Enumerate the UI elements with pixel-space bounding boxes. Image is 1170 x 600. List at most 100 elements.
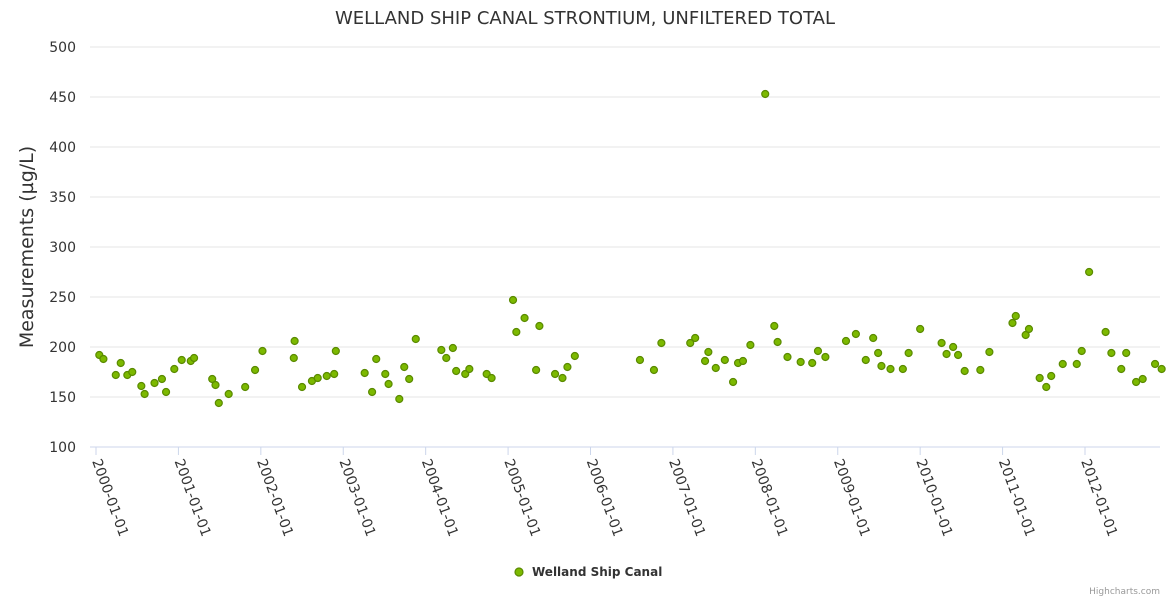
data-point[interactable] [437,345,446,355]
data-point[interactable] [532,365,541,375]
data-point[interactable] [1107,348,1116,358]
data-point[interactable] [140,389,149,399]
data-point[interactable] [773,337,782,347]
data-point[interactable] [861,355,870,365]
data-point[interactable] [330,369,339,379]
data-point[interactable] [1150,359,1160,369]
data-point[interactable] [746,340,755,350]
legend[interactable]: Welland Ship Canal [514,565,662,579]
data-point[interactable] [1011,311,1020,321]
data-point[interactable] [322,371,331,381]
data-point[interactable] [331,346,340,356]
data-point[interactable] [704,347,713,357]
data-point[interactable] [384,379,393,389]
data-point[interactable] [189,353,199,363]
data-point[interactable] [395,394,404,404]
data-point[interactable] [874,348,883,358]
data-point[interactable] [851,329,860,339]
data-point[interactable] [985,347,994,357]
data-point[interactable] [150,378,159,388]
data-point[interactable] [208,374,217,384]
data-point[interactable] [224,389,233,399]
data-point[interactable] [128,367,137,377]
data-point[interactable] [783,352,792,362]
data-point[interactable] [1101,327,1110,337]
data-point[interactable] [381,369,390,379]
data-point[interactable] [711,363,720,373]
data-point[interactable] [728,377,738,387]
data-point[interactable] [290,336,299,346]
data-point[interactable] [761,89,770,99]
data-point[interactable] [360,368,369,378]
data-point[interactable] [157,374,167,384]
data-point[interactable] [904,348,913,358]
data-point[interactable] [111,370,120,380]
data-point[interactable] [953,350,963,360]
data-point[interactable] [1122,348,1131,358]
data-point[interactable] [691,333,700,343]
data-point[interactable] [99,354,108,364]
data-point[interactable] [161,387,171,397]
data-point[interactable] [821,352,830,362]
data-point[interactable] [535,321,544,331]
data-point[interactable] [770,321,779,331]
data-point[interactable] [170,364,179,374]
data-point[interactable] [297,382,307,392]
data-point[interactable] [250,365,260,375]
data-point[interactable] [720,355,729,365]
data-point[interactable] [686,338,695,348]
data-point[interactable] [570,351,579,361]
data-point[interactable] [976,365,985,375]
data-point[interactable] [942,349,951,359]
data-point[interactable] [214,398,223,408]
data-point[interactable] [916,324,925,334]
data-point[interactable] [1077,346,1086,356]
data-point[interactable] [898,364,907,374]
data-point[interactable] [448,343,457,353]
data-point[interactable] [635,355,645,365]
credits-link[interactable]: Highcharts.com [1089,587,1160,597]
data-point[interactable] [558,373,567,383]
data-point[interactable] [1042,382,1051,392]
data-point[interactable] [949,342,958,352]
data-point[interactable] [405,374,414,384]
data-point[interactable] [796,357,805,367]
data-point[interactable] [1035,373,1044,383]
data-point[interactable] [738,356,748,366]
data-point[interactable] [1021,330,1030,340]
data-point[interactable] [886,364,895,374]
data-point[interactable] [367,387,377,397]
data-point[interactable] [813,346,823,356]
data-point[interactable] [289,353,298,363]
data-point[interactable] [1008,318,1017,328]
data-point[interactable] [1117,364,1126,374]
data-point[interactable] [1085,267,1094,277]
data-point[interactable] [1157,364,1166,374]
data-point[interactable] [649,365,659,375]
data-point[interactable] [116,358,125,368]
data-point[interactable] [808,358,817,368]
data-point[interactable] [258,346,267,356]
data-point[interactable] [1047,371,1056,381]
data-point[interactable] [452,366,461,376]
data-point[interactable] [960,366,969,376]
data-point[interactable] [313,373,322,383]
data-point[interactable] [841,336,851,346]
data-point[interactable] [520,313,529,323]
data-point[interactable] [1131,377,1141,387]
data-point[interactable] [563,362,572,372]
data-point[interactable] [657,338,666,348]
data-point[interactable] [411,334,420,344]
data-point[interactable] [1138,374,1147,384]
data-point[interactable] [877,361,886,371]
data-point[interactable] [400,362,409,372]
data-point[interactable] [550,369,560,379]
data-point[interactable] [137,381,146,391]
data-point[interactable] [1024,324,1034,334]
data-point[interactable] [508,295,518,305]
data-point[interactable] [487,373,496,383]
data-point[interactable] [241,382,250,392]
data-point[interactable] [442,353,451,363]
data-point[interactable] [177,355,186,365]
data-point[interactable] [372,354,381,364]
